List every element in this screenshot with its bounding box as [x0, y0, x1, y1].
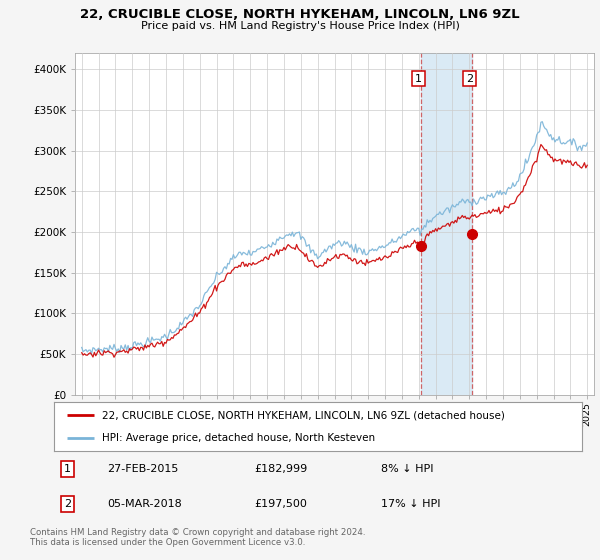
Text: 05-MAR-2018: 05-MAR-2018 [107, 499, 182, 509]
Text: 22, CRUCIBLE CLOSE, NORTH HYKEHAM, LINCOLN, LN6 9ZL: 22, CRUCIBLE CLOSE, NORTH HYKEHAM, LINCO… [80, 8, 520, 21]
Text: 27-FEB-2015: 27-FEB-2015 [107, 464, 178, 474]
Text: Price paid vs. HM Land Registry's House Price Index (HPI): Price paid vs. HM Land Registry's House … [140, 21, 460, 31]
Text: 17% ↓ HPI: 17% ↓ HPI [382, 499, 441, 509]
Text: Contains HM Land Registry data © Crown copyright and database right 2024.
This d: Contains HM Land Registry data © Crown c… [30, 528, 365, 547]
Text: 8% ↓ HPI: 8% ↓ HPI [382, 464, 434, 474]
Text: HPI: Average price, detached house, North Kesteven: HPI: Average price, detached house, Nort… [101, 433, 374, 443]
Text: 22, CRUCIBLE CLOSE, NORTH HYKEHAM, LINCOLN, LN6 9ZL (detached house): 22, CRUCIBLE CLOSE, NORTH HYKEHAM, LINCO… [101, 410, 505, 421]
Text: £182,999: £182,999 [254, 464, 308, 474]
Text: 1: 1 [64, 464, 71, 474]
Text: £197,500: £197,500 [254, 499, 308, 509]
Text: 2: 2 [466, 73, 473, 83]
Text: 1: 1 [415, 73, 422, 83]
Text: 2: 2 [64, 499, 71, 509]
Bar [421, 53, 472, 395]
